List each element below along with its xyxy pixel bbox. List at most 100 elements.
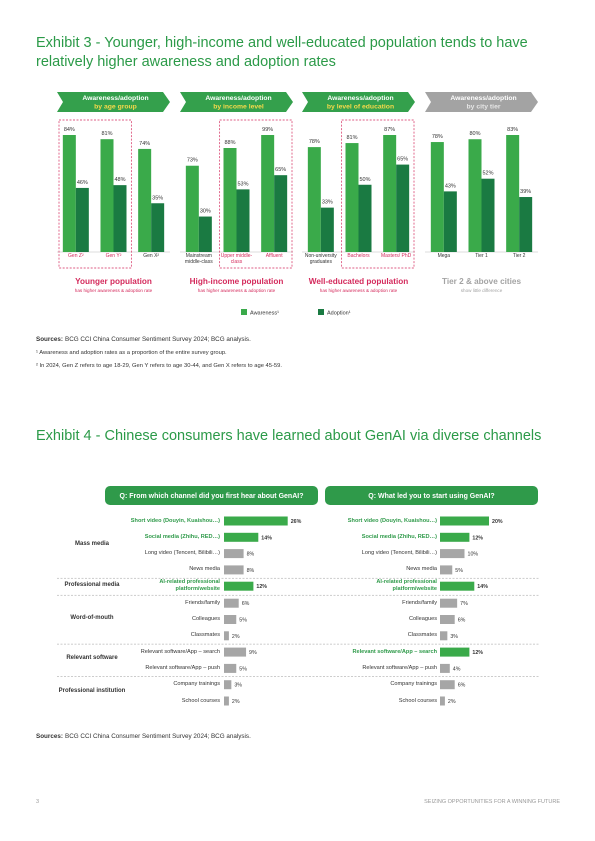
adoption-label: 50% xyxy=(359,177,370,183)
group-label: Professional media xyxy=(64,581,120,588)
item-label: Relevant software/App – search xyxy=(352,648,437,655)
category-label: Bachelors xyxy=(347,253,370,259)
legend-swatch xyxy=(318,309,324,315)
panel-header xyxy=(425,92,538,112)
channel-bar xyxy=(224,565,244,575)
awareness-bar xyxy=(261,135,275,252)
adoption-label: 30% xyxy=(200,209,211,215)
channel-value: 14% xyxy=(261,535,272,541)
awareness-bar xyxy=(468,139,482,252)
adoption-label: 52% xyxy=(482,171,493,177)
item-label: Relevant software/App – push xyxy=(362,664,437,671)
channel-bar xyxy=(224,598,239,608)
item-label: Friends/family xyxy=(185,599,220,606)
panel-header-text: Awareness/adoption xyxy=(205,95,271,102)
page-number: 3 xyxy=(36,799,40,805)
channel-bar xyxy=(440,581,475,591)
panel-subcaption: has higher awareness & adoption rate xyxy=(320,288,398,293)
channel-value: 5% xyxy=(239,618,247,624)
awareness-label: 78% xyxy=(309,139,320,145)
adoption-bar xyxy=(198,216,212,252)
adoption-bar xyxy=(396,164,410,252)
footnote: ¹ Awareness and adoption rates as a prop… xyxy=(36,350,227,356)
adoption-label: 33% xyxy=(322,200,333,206)
channel-value: 7% xyxy=(460,601,468,607)
channel-value: 12% xyxy=(256,584,267,590)
channel-value: 6% xyxy=(242,601,250,607)
awareness-label: 99% xyxy=(262,127,273,133)
channel-value: 2% xyxy=(232,634,240,640)
channel-bar xyxy=(440,565,453,575)
channel-bar xyxy=(224,663,237,673)
awareness-bar xyxy=(100,139,114,252)
question-text: Q: From which channel did you first hear… xyxy=(120,493,304,500)
awareness-label: 74% xyxy=(139,141,150,147)
panel-subheader: by level of education xyxy=(327,104,394,111)
awareness-bar xyxy=(383,135,397,252)
channel-value: 3% xyxy=(234,683,242,689)
panel-caption: Tier 2 & above cities xyxy=(442,277,521,286)
adoption-label: 53% xyxy=(237,181,248,187)
question-text: Q: What led you to start using GenAI? xyxy=(368,493,494,500)
panel-subcaption: has higher awareness & adoption rate xyxy=(75,288,153,293)
channel-value: 20% xyxy=(492,519,503,525)
category-label: Masters/ PhD xyxy=(381,253,412,259)
panel-caption: High-income population xyxy=(190,277,284,286)
channel-value: 8% xyxy=(247,568,255,574)
adoption-bar xyxy=(443,191,457,252)
category-label: Tier 2 xyxy=(512,253,526,259)
awareness-bar xyxy=(185,165,199,252)
channel-bar xyxy=(440,516,489,526)
item-label: Short video (Douyin, Kuaishou…) xyxy=(130,517,220,524)
channel-value: 2% xyxy=(448,699,456,705)
channel-bar xyxy=(440,663,450,673)
item-label: Classmates xyxy=(407,632,437,639)
category-label: Affluent xyxy=(265,253,283,259)
adoption-bar xyxy=(358,184,372,252)
channel-bar xyxy=(224,696,229,706)
item-label: Company trainings xyxy=(390,681,437,688)
awareness-bar xyxy=(430,142,444,252)
item-label: Colleagues xyxy=(192,616,220,622)
item-label: Short video (Douyin, Kuaishou…) xyxy=(347,517,437,524)
channel-bar xyxy=(440,598,458,608)
category-label: Mainstream middle-class xyxy=(184,253,213,265)
item-label: Classmates xyxy=(190,632,220,639)
item-label: Social media (Zhihu, RED…) xyxy=(361,533,437,540)
category-label: Gen X² xyxy=(143,253,160,259)
group-label: Professional institution xyxy=(58,688,126,694)
item-label: Social media (Zhihu, RED…) xyxy=(144,533,220,540)
channel-value: 4% xyxy=(453,666,461,672)
awareness-label: 81% xyxy=(346,135,357,141)
adoption-bar xyxy=(481,178,495,252)
channel-value: 10% xyxy=(468,552,479,558)
group-label: Relevant software xyxy=(66,655,118,662)
awareness-bar xyxy=(138,148,152,252)
sources-text: BCG CCI China Consumer Sentiment Survey … xyxy=(65,733,251,740)
channel-bar xyxy=(224,516,288,526)
item-label: Company trainings xyxy=(173,681,220,688)
channel-bar xyxy=(224,680,232,690)
question-pill xyxy=(325,486,538,505)
channel-bar xyxy=(440,532,470,542)
category-label: Non-university graduates xyxy=(304,253,337,265)
category-label: Mega xyxy=(437,253,451,259)
channel-value: 6% xyxy=(458,618,466,624)
channel-value: 14% xyxy=(477,584,488,590)
sources-label: Sources: xyxy=(36,733,63,740)
channel-bar xyxy=(440,680,455,690)
group-label: Word-of-mouth xyxy=(70,614,114,621)
item-label: News media xyxy=(406,566,437,573)
highlight-box xyxy=(219,119,293,269)
panel-header-text: Awareness/adoption xyxy=(327,95,393,102)
panel-header xyxy=(180,92,293,112)
panel-subcaption: has higher awareness & adoption rate xyxy=(198,288,276,293)
channel-bar xyxy=(224,647,247,657)
panel-subheader: by income level xyxy=(213,104,264,111)
legend-label: Awareness¹ xyxy=(250,311,279,317)
awareness-label: 84% xyxy=(64,127,75,133)
channel-bar xyxy=(440,631,448,641)
adoption-bar xyxy=(274,175,288,252)
sources-text: BCG CCI China Consumer Sentiment Survey … xyxy=(65,336,251,343)
